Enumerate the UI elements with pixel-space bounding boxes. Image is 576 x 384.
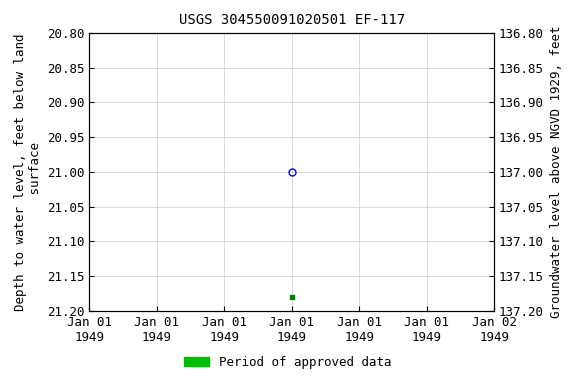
Title: USGS 304550091020501 EF-117: USGS 304550091020501 EF-117 bbox=[179, 13, 405, 28]
Y-axis label: Depth to water level, feet below land
 surface: Depth to water level, feet below land su… bbox=[13, 33, 41, 311]
Legend: Period of approved data: Period of approved data bbox=[179, 351, 397, 374]
Y-axis label: Groundwater level above NGVD 1929, feet: Groundwater level above NGVD 1929, feet bbox=[550, 26, 563, 318]
